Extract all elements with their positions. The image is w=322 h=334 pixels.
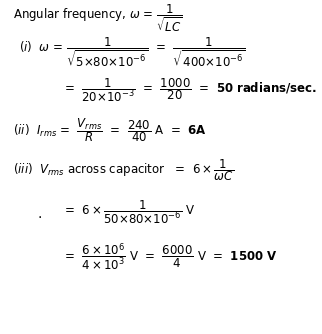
Text: $(ii)$  $I_{rms}$ =  $\dfrac{V_{rms}}{R}$  =  $\dfrac{240}{40}$ A  =  $\mathbf{6: $(ii)$ $I_{rms}$ = $\dfrac{V_{rms}}{R}$ … <box>13 116 207 144</box>
Text: $(iii)$  $V_{rms}$ across capacitor   =  $6 \times \dfrac{1}{\omega C}$: $(iii)$ $V_{rms}$ across capacitor = $6 … <box>13 158 234 183</box>
Text: =  $\dfrac{1}{20{\times}10^{-3}}$  =  $\dfrac{1000}{20}$  =  $\mathbf{50\ radian: = $\dfrac{1}{20{\times}10^{-3}}$ = $\dfr… <box>64 76 318 104</box>
Text: =  $6 \times \dfrac{1}{50{\times}80{\times}10^{-6}}$ V: = $6 \times \dfrac{1}{50{\times}80{\time… <box>64 198 196 226</box>
Text: .: . <box>37 207 42 221</box>
Text: =  $\dfrac{6 \times 10^{6}}{4 \times 10^{3}}$ V  =  $\dfrac{6000}{4}$ V  =  $\ma: = $\dfrac{6 \times 10^{6}}{4 \times 10^{… <box>64 241 278 273</box>
Text: Angular frequency, $\omega$ = $\dfrac{1}{\sqrt{LC}}$: Angular frequency, $\omega$ = $\dfrac{1}… <box>13 3 183 34</box>
Text: $(i)$  $\omega$ = $\dfrac{1}{\sqrt{5{\times}80{\times}10^{-6}}}$  =  $\dfrac{1}{: $(i)$ $\omega$ = $\dfrac{1}{\sqrt{5{\tim… <box>19 35 246 69</box>
